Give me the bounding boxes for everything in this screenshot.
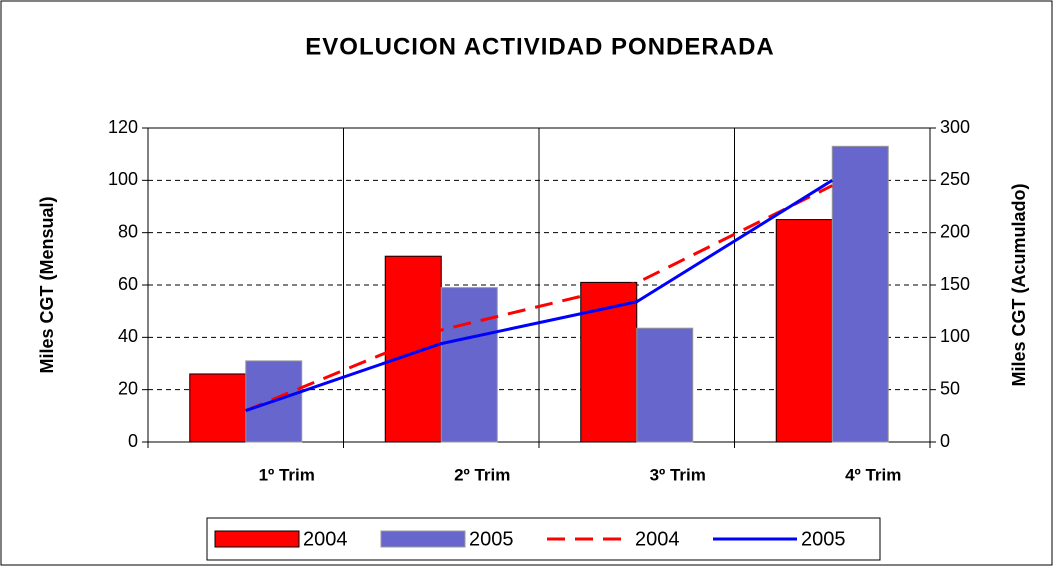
- y-tick-label: 100: [108, 169, 138, 189]
- bar: [775, 219, 833, 443]
- y2-tick-label: 0: [940, 431, 950, 451]
- y2-tick-label: 100: [940, 326, 970, 346]
- bar: [440, 287, 498, 443]
- line: [245, 184, 833, 412]
- y2-tick-label: 300: [940, 117, 970, 137]
- x-tick-label: 1º Trim: [259, 465, 315, 484]
- y-tick-label: 0: [128, 431, 138, 451]
- y2-tick-label: 250: [940, 169, 970, 189]
- bar: [189, 373, 247, 443]
- bar: [384, 255, 442, 443]
- legend-label: 2005: [469, 528, 514, 550]
- legend-label: 2004: [303, 528, 348, 550]
- chart-title: EVOLUCION ACTIVIDAD PONDERADA: [305, 33, 774, 60]
- y-tick-label: 120: [108, 117, 138, 137]
- y-axis-label: Miles CGT (Mensual): [37, 196, 57, 373]
- x-tick-label: 3º Trim: [650, 465, 706, 484]
- bar: [636, 327, 694, 443]
- legend-swatch: [380, 530, 466, 548]
- legend-label: 2004: [635, 528, 680, 550]
- y2-tick-label: 50: [940, 378, 960, 398]
- x-tick-label: 2º Trim: [454, 465, 510, 484]
- y2-axis-label: Miles CGT (Acumulado): [1009, 183, 1029, 386]
- y-tick-label: 80: [118, 221, 138, 241]
- legend-label: 2005: [801, 528, 846, 550]
- y-tick-label: 20: [118, 378, 138, 398]
- y2-tick-label: 150: [940, 274, 970, 294]
- legend-swatch: [214, 530, 300, 548]
- x-tick-label: 4º Trim: [845, 465, 901, 484]
- y-tick-label: 60: [118, 274, 138, 294]
- line: [245, 179, 834, 413]
- bar: [831, 145, 889, 443]
- y2-tick-label: 200: [940, 221, 970, 241]
- y-tick-label: 40: [118, 326, 138, 346]
